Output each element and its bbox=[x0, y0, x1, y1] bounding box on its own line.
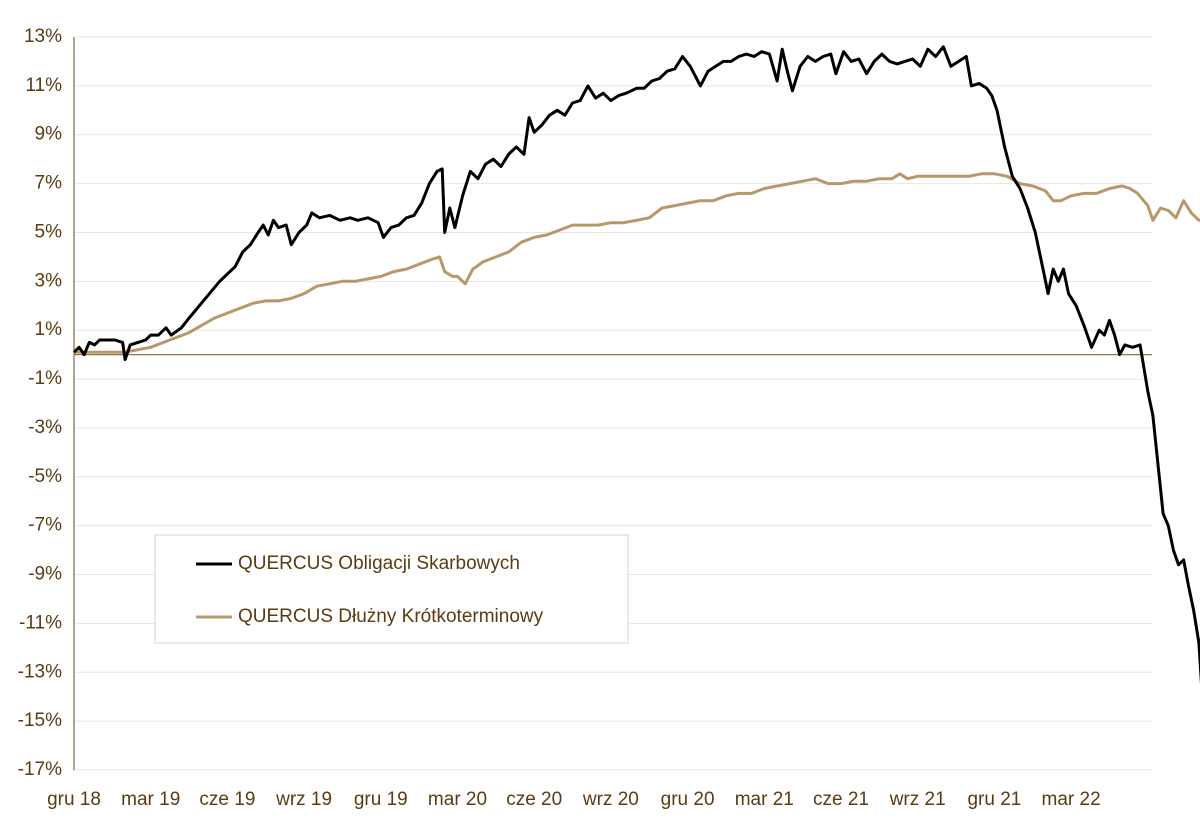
y-tick-label: 5% bbox=[35, 221, 63, 242]
y-tick-label: 13% bbox=[24, 26, 62, 47]
y-tick-label: -3% bbox=[28, 417, 62, 438]
y-tick-label: -17% bbox=[18, 759, 62, 780]
x-tick-label: cze 20 bbox=[506, 789, 562, 810]
y-tick-label: -11% bbox=[19, 612, 62, 633]
x-tick-label: cze 21 bbox=[813, 789, 869, 810]
x-tick-label: gru 21 bbox=[967, 789, 1021, 810]
y-tick-label: 9% bbox=[35, 124, 63, 145]
x-tick-label: mar 21 bbox=[735, 789, 794, 810]
y-tick-label: -1% bbox=[28, 368, 62, 389]
x-tick-label: wrz 20 bbox=[582, 789, 639, 810]
y-tick-label: 7% bbox=[35, 173, 63, 194]
x-tick-label: gru 20 bbox=[661, 789, 715, 810]
y-tick-label: -9% bbox=[28, 564, 62, 585]
x-tick-label: mar 20 bbox=[428, 789, 487, 810]
x-tick-label: gru 19 bbox=[354, 789, 408, 810]
x-tick-label: mar 19 bbox=[121, 789, 180, 810]
gridlines bbox=[74, 36, 1152, 771]
x-tick-label: wrz 21 bbox=[889, 789, 946, 810]
y-tick-label: 3% bbox=[35, 270, 63, 291]
y-tick-label: 1% bbox=[35, 319, 63, 340]
series-line-obligacji bbox=[72, 45, 1200, 685]
x-tick-label: mar 22 bbox=[1042, 789, 1101, 810]
y-axis-tick-labels: 13% 11% 9% 7% 5% 3% 1% -1% -3% -5% -7% -9% -11% -13% -… bbox=[18, 26, 62, 780]
x-axis-tick-labels: gru 18 mar 19 cze 19 wrz 19 gru 19 mar 20 cze … bbox=[47, 789, 1101, 810]
y-tick-label: -15% bbox=[18, 710, 62, 731]
y-tick-label: -7% bbox=[28, 515, 62, 536]
series-lines bbox=[72, 45, 1200, 685]
legend-label-obligacji: QUERCUS Obligacji Skarbowych bbox=[238, 553, 520, 574]
x-tick-label: cze 19 bbox=[199, 789, 255, 810]
y-tick-label: 11% bbox=[25, 75, 62, 96]
x-tick-label: wrz 19 bbox=[275, 789, 332, 810]
legend-box bbox=[154, 534, 629, 644]
legend-label-dluzny: QUERCUS Dłużny Krótkoterminowy bbox=[238, 606, 544, 627]
y-tick-label: -5% bbox=[28, 466, 62, 487]
legend: QUERCUS Obligacji Skarbowych QUERCUS Dłu… bbox=[154, 534, 629, 644]
series-line-dluzny bbox=[74, 172, 1200, 354]
y-tick-label: -13% bbox=[18, 661, 62, 682]
x-tick-label: gru 18 bbox=[47, 789, 101, 810]
